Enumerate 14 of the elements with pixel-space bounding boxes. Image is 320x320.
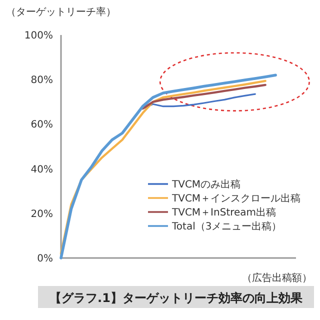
y-axis-title: （ターゲットリーチ率） — [6, 6, 116, 18]
legend-label: TVCM＋インスクロール出稿 — [171, 192, 301, 204]
y-tick-label: 80% — [30, 75, 53, 86]
line-series — [142, 84, 266, 110]
x-axis-title: （広告出稿額） — [242, 272, 312, 284]
y-tick-label: 40% — [30, 164, 53, 176]
text: 【グラフ.1】ターゲットリーチ効率の向上効果 — [50, 291, 304, 305]
legend-label: Total（3メニュー出稿） — [171, 220, 282, 232]
legend-label: TVCM＋InStream出稿 — [171, 206, 276, 218]
y-tick-label: 100% — [24, 30, 53, 42]
y-tick-label: 60% — [30, 120, 53, 131]
y-tick-label: 0% — [37, 254, 53, 264]
y-tick-label: 20% — [30, 208, 53, 220]
legend-label: TVCMのみ出稿 — [171, 178, 241, 190]
